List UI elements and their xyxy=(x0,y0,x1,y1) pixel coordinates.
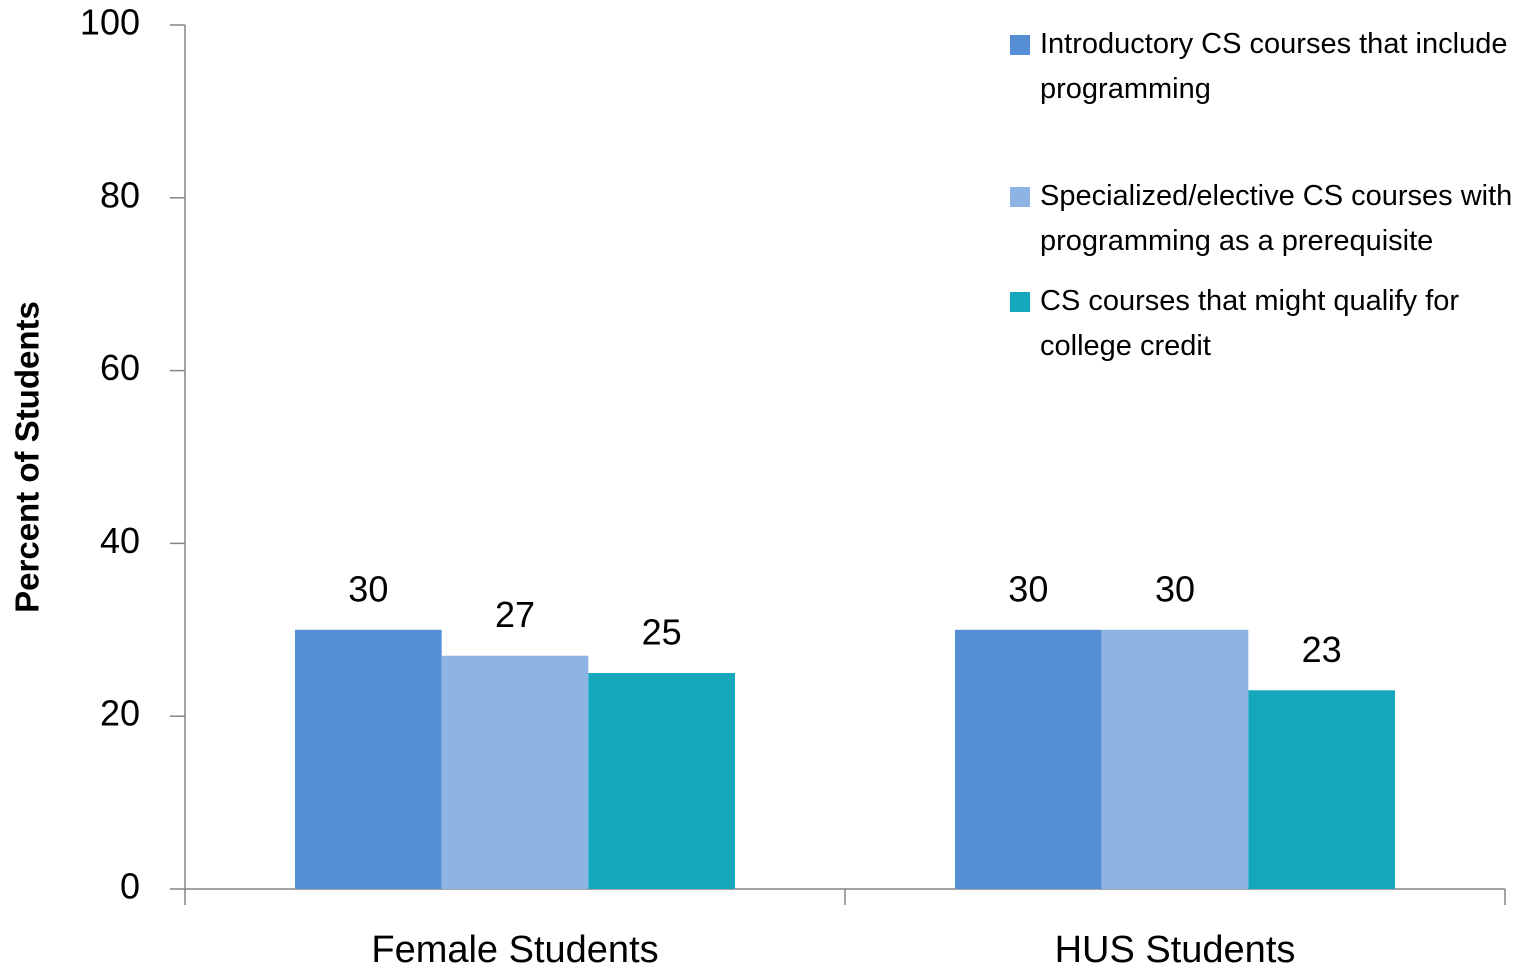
x-tick-label: HUS Students xyxy=(1055,929,1296,971)
y-tick-label: 80 xyxy=(100,174,140,215)
legend: Introductory CS courses that include pro… xyxy=(1010,22,1520,369)
legend-label: Introductory CS courses that include pro… xyxy=(1040,28,1508,105)
legend-swatch xyxy=(1010,292,1030,312)
y-tick-label: 100 xyxy=(80,2,140,43)
legend-entry: CS courses that might qualify for colleg… xyxy=(1010,279,1520,369)
data-label: 27 xyxy=(495,594,535,635)
y-axis-title: Percent of Students xyxy=(9,301,46,613)
data-label: 30 xyxy=(348,568,388,609)
y-tick-label: 40 xyxy=(100,520,140,561)
legend-swatch xyxy=(1010,187,1030,207)
legend-label: Specialized/elective CS courses with pro… xyxy=(1040,180,1513,257)
legend-entry: Specialized/elective CS courses with pro… xyxy=(1010,174,1520,264)
y-tick-label: 0 xyxy=(120,866,140,907)
legend-label: CS courses that might qualify for colleg… xyxy=(1040,285,1460,362)
data-label: 30 xyxy=(1008,568,1048,609)
y-tick-label: 20 xyxy=(100,693,140,734)
x-tick-label: Female Students xyxy=(371,929,658,971)
bar xyxy=(1101,629,1249,889)
legend-entry: Introductory CS courses that include pro… xyxy=(1010,22,1520,112)
data-label: 23 xyxy=(1302,629,1342,670)
bar xyxy=(1248,690,1395,889)
y-tick-label: 60 xyxy=(100,347,140,388)
bar xyxy=(955,629,1102,889)
data-label: 25 xyxy=(642,612,682,653)
bar xyxy=(441,655,589,889)
bar xyxy=(295,629,442,889)
legend-swatch xyxy=(1010,35,1030,55)
data-label: 30 xyxy=(1155,568,1195,609)
bar xyxy=(588,673,735,889)
